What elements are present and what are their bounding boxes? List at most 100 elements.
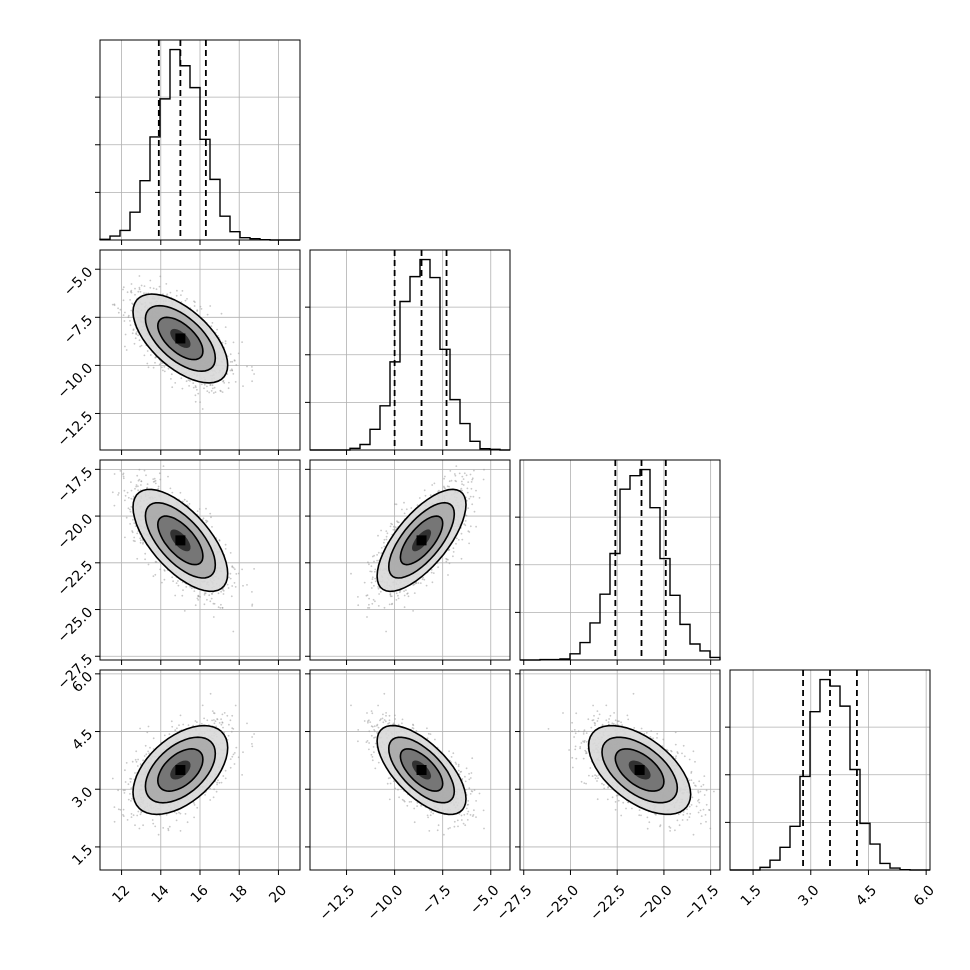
scatter-point	[180, 377, 183, 380]
scatter-point	[142, 541, 145, 544]
scatter-point	[455, 542, 457, 545]
scatter-point	[380, 529, 382, 532]
scatter-point	[137, 334, 140, 337]
scatter-point	[372, 598, 375, 601]
scatter-point	[379, 590, 382, 593]
scatter-point	[383, 606, 386, 609]
scatter-point	[217, 592, 220, 595]
scatter-point	[127, 314, 130, 317]
scatter-point	[177, 584, 180, 587]
scatter-point	[241, 568, 244, 571]
scatter-point	[203, 592, 206, 595]
scatter-point	[161, 581, 163, 584]
scatter-point	[219, 607, 222, 609]
scatter-point	[122, 286, 125, 289]
scatter-point	[232, 630, 235, 633]
scatter-point	[412, 584, 415, 586]
scatter-point	[209, 512, 212, 515]
scatter-point	[149, 279, 152, 282]
scatter-point	[462, 478, 465, 480]
scatter-point	[152, 575, 155, 578]
scatter-point	[229, 577, 232, 580]
scatter-point	[483, 468, 485, 471]
scatter-point	[147, 750, 150, 753]
scatter-point	[231, 369, 234, 372]
scatter-point	[363, 581, 366, 584]
scatter-point	[129, 324, 132, 327]
scatter-point	[395, 503, 398, 506]
scatter-point	[450, 479, 453, 482]
scatter-point	[461, 483, 463, 485]
scatter-point	[197, 599, 200, 601]
scatter-point	[455, 537, 458, 540]
scatter-point	[469, 525, 472, 528]
scatter-point	[155, 288, 158, 291]
scatter-point	[167, 367, 170, 370]
scatter-point	[163, 370, 166, 373]
scatter-point	[199, 305, 202, 308]
scatter-point	[127, 316, 130, 319]
scatter-point	[146, 486, 149, 489]
scatter-point	[213, 602, 216, 605]
scatter-point	[395, 599, 398, 601]
scatter-point	[350, 572, 352, 575]
scatter-point	[448, 548, 451, 551]
scatter-point	[216, 781, 219, 784]
scatter-point	[134, 540, 136, 543]
scatter-point	[209, 787, 212, 790]
scatter-point	[469, 495, 472, 498]
scatter-point	[448, 562, 451, 565]
scatter-point	[210, 516, 212, 519]
scatter-point	[378, 593, 380, 595]
scatter-point	[199, 401, 202, 403]
scatter-point	[158, 285, 161, 288]
scatter-point	[251, 591, 253, 593]
scatter-point	[211, 322, 214, 324]
scatter-point	[123, 489, 126, 492]
scatter-point	[179, 491, 182, 494]
scatter-point	[136, 557, 139, 560]
scatter-point	[437, 566, 439, 569]
scatter-point	[218, 539, 221, 542]
scatter-point	[222, 593, 225, 595]
scatter-point	[368, 597, 370, 600]
scatter-point	[389, 593, 392, 595]
scatter-point	[454, 474, 457, 477]
scatter-point	[144, 558, 147, 561]
scatter-point	[466, 487, 469, 490]
scatter-point	[152, 478, 155, 480]
scatter-point	[217, 606, 220, 609]
scatter-point	[385, 630, 387, 633]
scatter-point	[167, 475, 169, 478]
scatter-point	[368, 563, 370, 566]
scatter-point	[193, 305, 196, 307]
scatter-point	[159, 275, 162, 278]
scatter-point	[124, 536, 126, 539]
scatter-point	[391, 523, 393, 526]
scatter-point	[467, 481, 470, 483]
scatter-point	[229, 369, 232, 372]
scatter-point	[187, 379, 190, 381]
scatter-point	[140, 484, 142, 486]
scatter-point	[395, 592, 398, 595]
scatter-point	[390, 595, 393, 598]
scatter-point	[203, 387, 205, 390]
scatter-point	[184, 299, 187, 302]
scatter-point	[423, 578, 426, 581]
scatter-point	[460, 557, 463, 560]
scatter-point	[159, 478, 162, 481]
scatter-point	[113, 473, 116, 475]
scatter-point	[113, 504, 116, 507]
scatter-point	[139, 290, 142, 293]
scatter-p0-p2	[95, 459, 301, 665]
scatter-point	[223, 382, 226, 384]
scatter-point	[132, 518, 134, 521]
scatter-point	[122, 299, 125, 302]
scatter-point	[251, 366, 253, 368]
scatter-point	[143, 292, 145, 295]
scatter-point	[448, 480, 451, 483]
scatter-point	[228, 576, 230, 579]
scatter-point	[446, 558, 448, 561]
scatter-point	[209, 383, 212, 386]
scatter-point	[171, 491, 174, 494]
